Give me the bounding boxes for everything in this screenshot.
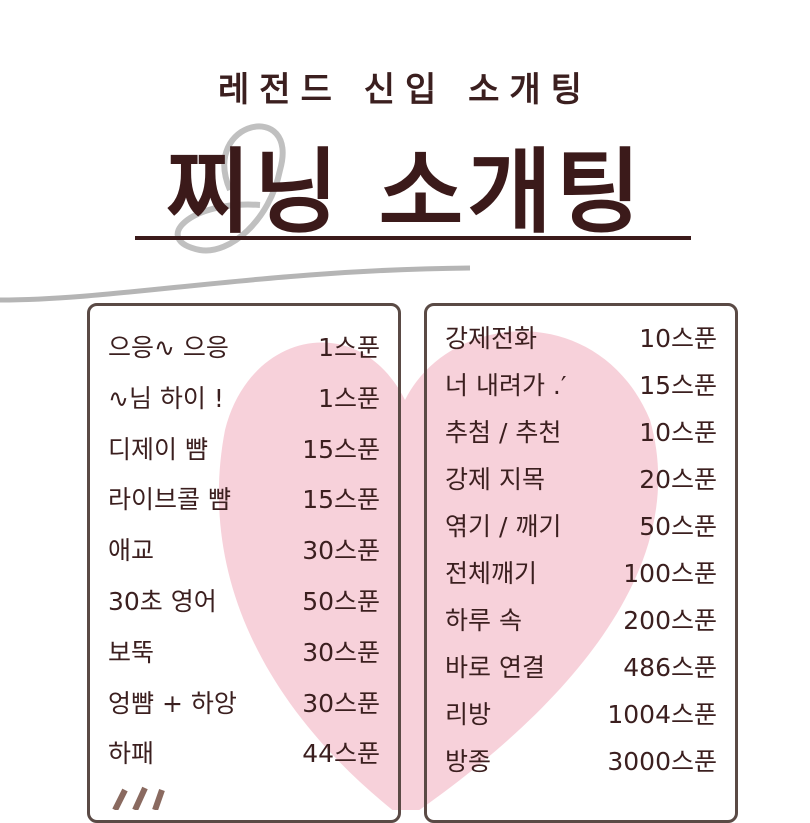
swoosh-line [0,265,471,303]
menu-right-box: 강제전화 10스푼 너 내려가 .′ 15스푼 추첨 / 추천 10스푼 강제 지목 20스푼… [424,303,738,823]
menu-item: 강제 지목 20스푼 [445,465,717,495]
menu-item-name: 으응∿ 으응 [108,333,229,362]
menu-item-name: 방종 [445,747,492,776]
menu-item-name: 전체깨기 [445,559,538,588]
menu-item: 30초 영어 50스푼 [108,587,380,617]
menu-item: 애교 30스푼 [108,536,380,566]
menu-item: ∿님 하이 ! 1스푼 [108,384,380,414]
menu-item-price: 10스푼 [639,324,717,353]
menu-item-name: 엉뺨 + 하앙 [108,688,237,718]
subtitle: 레전드 신입 소개팅 [218,70,592,110]
menu-item-name: 바로 연결 [445,653,545,682]
menu-item: 너 내려가 .′ 15스푼 [445,371,717,401]
menu-item: 엮기 / 깨기 50스푼 [445,512,717,542]
menu-item-name: 하패 [108,739,155,769]
menu-item-name: 엮기 / 깨기 [445,512,562,541]
menu-item: 하패 44스푼 [108,739,380,769]
menu-item-price: 1004스푼 [607,700,717,729]
page-title: 찌닝 소개팅 [165,139,645,246]
brush-marks [112,786,165,810]
menu-item-name: 추첨 / 추천 [445,418,562,447]
menu-item-name: 보뚝 [108,637,155,667]
menu-item-price: 15스푼 [639,371,717,400]
menu-item-price: 50스푼 [302,587,380,616]
menu-item-price: 200스푼 [623,606,717,635]
menu-item: 보뚝 30스푼 [108,638,380,668]
menu-item-name: ∿님 하이 ! [108,383,224,413]
menu-item: 바로 연결 486스푼 [445,653,717,683]
menu-item-name: 하루 속 [445,606,522,635]
menu-item-name: 강제 지목 [445,465,545,494]
menu-item: 라이브콜 뺨 15스푼 [108,485,380,515]
menu-item-price: 30스푼 [302,637,380,667]
menu-item-price: 486스푼 [623,653,717,682]
menu-item-name: 리방 [445,700,492,729]
menu-item-price: 1스푼 [318,383,380,413]
menu-item: 하루 속 200스푼 [445,606,717,636]
menu-item: 강제전화 10스푼 [445,324,717,354]
menu-item-name: 라이브콜 뺨 [108,485,231,515]
menu-item-name: 너 내려가 .′ [445,371,567,400]
menu-item-name: 30초 영어 [108,587,217,616]
menu-item-price: 50스푼 [639,512,717,541]
menu-item: 리방 1004스푼 [445,700,717,730]
menu-item: 전체깨기 100스푼 [445,559,717,589]
menu-item-price: 15스푼 [302,434,380,464]
menu-item: 으응∿ 으응 1스푼 [108,333,380,363]
menu-item-name: 애교 [108,536,155,566]
menu-item-price: 44스푼 [302,739,380,769]
menu-item-price: 20스푼 [639,465,717,494]
menu-item-price: 15스푼 [302,485,380,515]
menu-item-price: 3000스푼 [607,747,717,776]
menu-item-price: 30스푼 [302,536,380,566]
menu-item-price: 100스푼 [623,559,717,588]
menu-item-name: 강제전화 [445,324,538,353]
heart-outline-swoosh [174,123,286,254]
menu-item: 디제이 뺨 15스푼 [108,435,380,465]
menu-item-price: 30스푼 [302,688,380,718]
menu-item-price: 1스푼 [318,333,380,362]
heart-shape [218,331,659,810]
menu-item-name: 디제이 뺨 [108,434,208,464]
title-underline [135,236,691,240]
menu-item: 방종 3000스푼 [445,747,717,777]
menu-item: 추첨 / 추천 10스푼 [445,418,717,448]
menu-left-box: 으응∿ 으응 1스푼 ∿님 하이 ! 1스푼 디제이 뺨 15스푼 라이브콜 뺨 15스푼 애교… [87,303,401,823]
menu-item-price: 10스푼 [639,418,717,447]
menu-item: 엉뺨 + 하앙 30스푼 [108,689,380,719]
